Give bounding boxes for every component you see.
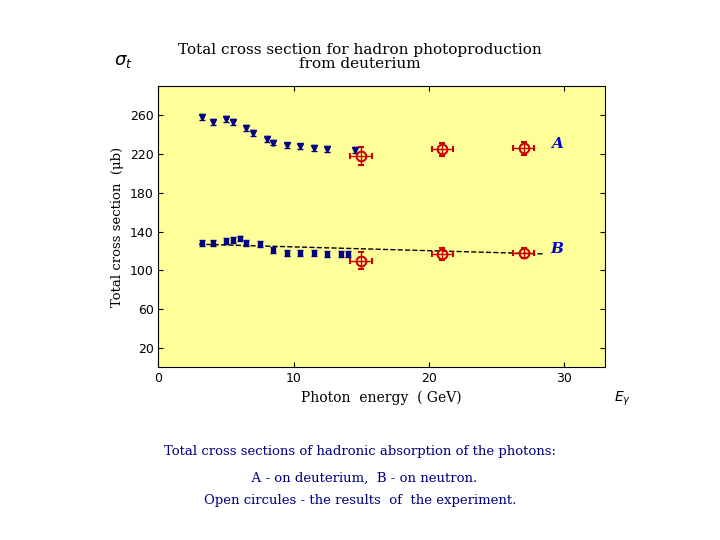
Text: A - on deuterium,  B - on neutron.: A - on deuterium, B - on neutron.	[243, 471, 477, 484]
Y-axis label: Total cross section  (μb): Total cross section (μb)	[111, 147, 124, 307]
Text: B: B	[551, 242, 564, 256]
Text: Open circules - the results  of  the experiment.: Open circules - the results of the exper…	[204, 494, 516, 507]
Text: $E_\gamma$: $E_\gamma$	[613, 390, 631, 408]
Text: $\sigma_t$: $\sigma_t$	[114, 51, 132, 70]
X-axis label: Photon  energy  ( GeV): Photon energy ( GeV)	[301, 390, 462, 405]
Text: A: A	[551, 138, 562, 152]
Text: Total cross sections of hadronic absorption of the photons:: Total cross sections of hadronic absorpt…	[164, 446, 556, 458]
Text: Total cross section for hadron photoproduction: Total cross section for hadron photoprod…	[178, 43, 542, 57]
Text: from deuterium: from deuterium	[300, 57, 420, 71]
